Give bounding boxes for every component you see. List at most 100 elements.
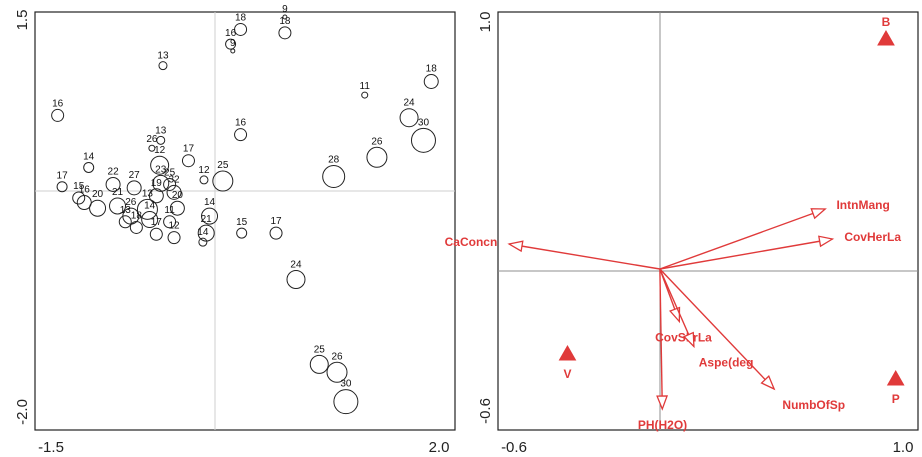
sample-label: 14 xyxy=(144,201,156,212)
sample-label: 18 xyxy=(235,12,247,23)
sample-label: 30 xyxy=(418,117,430,128)
sample-point xyxy=(148,188,164,204)
sample-label: 15 xyxy=(73,181,85,192)
left-x-tick-min: -1.5 xyxy=(38,439,64,456)
sample-point xyxy=(141,211,159,229)
sample-label: 26 xyxy=(371,136,383,147)
sample-point xyxy=(167,231,181,245)
sample-label: 28 xyxy=(328,155,340,166)
sample-label: 16 xyxy=(52,98,64,109)
sample-point xyxy=(286,269,306,289)
left-y-tick-min: -2.0 xyxy=(14,399,31,425)
sample-point xyxy=(269,226,283,240)
sample-label: 30 xyxy=(340,379,352,390)
vector-label: PH(H2O) xyxy=(638,418,687,432)
sample-label: 22 xyxy=(108,166,120,177)
sample-point xyxy=(152,174,170,192)
sample-label: 17 xyxy=(151,217,163,228)
class-marker-label: V xyxy=(563,367,571,381)
left-x-tick-max: 2.0 xyxy=(429,439,450,456)
sample-label: 12 xyxy=(154,145,166,156)
sample-label: 18 xyxy=(426,63,438,74)
right-y-tick-min: -0.6 xyxy=(477,398,494,424)
biplot-marks: IntnMang CovHerLa CaConcn CovShrLa Aspe(deg N… xyxy=(445,15,905,432)
sample-label: 19 xyxy=(151,178,163,189)
sample-point xyxy=(118,215,132,229)
sample-label: 13 xyxy=(120,205,132,216)
sample-label: 9 xyxy=(282,4,288,15)
sample-point xyxy=(410,127,436,153)
sample-label: 18 xyxy=(279,16,291,27)
sample-point xyxy=(212,170,234,192)
sample-point xyxy=(326,361,348,383)
sample-point xyxy=(129,220,143,234)
sample-label: 24 xyxy=(404,98,416,109)
sample-point xyxy=(234,128,248,142)
sample-label: 17 xyxy=(57,171,69,182)
vector-line xyxy=(659,268,775,390)
vector-label: CovHerLa xyxy=(844,230,901,244)
sample-label: 13 xyxy=(157,51,169,62)
sample-label: 15 xyxy=(236,217,248,228)
sample-label: 26 xyxy=(331,351,343,362)
vector-arrowhead xyxy=(656,395,669,411)
vector-label: CaConcn xyxy=(445,235,498,249)
sample-point xyxy=(126,180,142,196)
class-marker xyxy=(877,29,895,46)
sample-point xyxy=(197,224,215,242)
sample-label: 20 xyxy=(172,190,184,201)
sample-label: 14 xyxy=(204,197,216,208)
vector-arrowhead xyxy=(682,331,695,349)
sample-point xyxy=(230,48,236,54)
sample-point xyxy=(366,146,388,168)
sample-label: 9 xyxy=(230,38,236,49)
sample-point xyxy=(109,197,127,215)
sample-label: 20 xyxy=(92,189,104,200)
vector-line xyxy=(659,268,664,410)
vector-label: IntnMang xyxy=(836,198,889,212)
sample-label: 14 xyxy=(197,227,209,238)
sample-point xyxy=(148,144,156,152)
sample-point xyxy=(169,200,185,216)
vector-label: NumbOfSp xyxy=(782,398,845,412)
sample-label: 23 xyxy=(155,164,167,175)
sample-point xyxy=(136,198,158,220)
sample-label: 16 xyxy=(235,118,247,129)
sample-point xyxy=(201,207,219,225)
sample-label: 25 xyxy=(217,160,229,171)
vector-line xyxy=(659,238,833,270)
sample-label: 25 xyxy=(314,344,326,355)
sample-point xyxy=(399,108,419,128)
sample-point xyxy=(72,191,86,205)
sample-point xyxy=(361,91,369,99)
sample-point xyxy=(105,176,121,192)
sample-label: 26 xyxy=(125,197,137,208)
sample-label: 17 xyxy=(270,216,282,227)
sample-point xyxy=(309,354,329,374)
vector-label: CovShrLa xyxy=(655,331,712,345)
class-marker xyxy=(886,369,905,386)
sample-point xyxy=(423,73,439,89)
sample-point xyxy=(163,215,177,229)
samples-scatter-panel: -1.5 2.0 1.5 -2.0 18 18916913161118243013… xyxy=(14,4,456,456)
sample-label: 11 xyxy=(360,81,371,92)
left-plot-frame xyxy=(34,11,456,431)
vector-line xyxy=(509,243,660,270)
sample-point xyxy=(236,227,248,239)
sample-label: 25 xyxy=(164,167,176,178)
vector-label: Aspe(deg xyxy=(699,356,754,370)
right-x-tick-max: 1.0 xyxy=(893,439,914,456)
sample-point xyxy=(282,14,288,20)
sample-label: 21 xyxy=(112,187,124,198)
sample-label: 13 xyxy=(142,188,154,199)
biplot-panel: -0.6 1.0 1.0 -0.6 IntnMang CovHerLa CaConc… xyxy=(445,11,919,456)
sample-point xyxy=(158,61,168,71)
sample-point xyxy=(150,155,170,175)
sample-point xyxy=(163,177,177,191)
sample-label: 16 xyxy=(79,185,91,196)
sample-point xyxy=(56,181,68,193)
sample-point xyxy=(278,26,292,40)
sample-point xyxy=(181,154,195,168)
class-marker xyxy=(558,344,577,361)
